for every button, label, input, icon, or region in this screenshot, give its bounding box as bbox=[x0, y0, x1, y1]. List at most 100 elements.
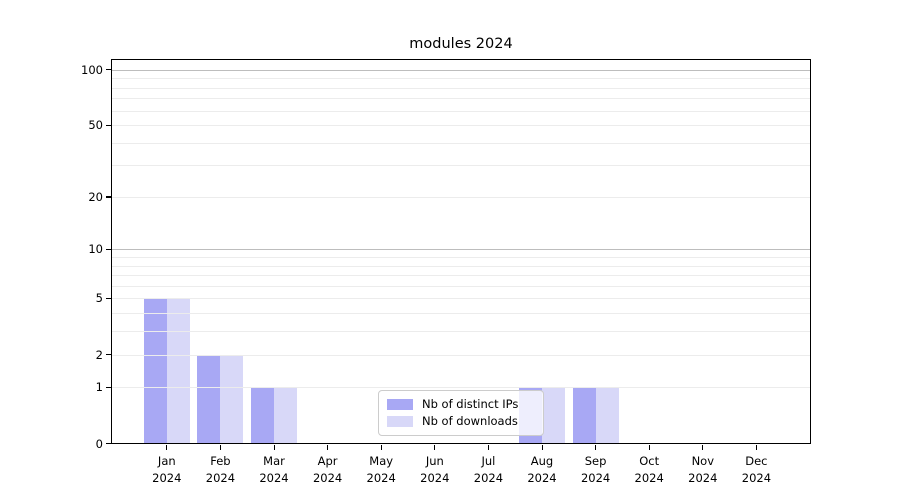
x-tick-label-mar: Mar 2024 bbox=[244, 453, 304, 486]
x-tick-mark bbox=[648, 445, 650, 450]
x-tick-month: Jun bbox=[425, 454, 444, 468]
x-tick-year: 2024 bbox=[312, 470, 343, 485]
y-tick-mark bbox=[105, 443, 111, 445]
minor-gridline bbox=[112, 285, 810, 287]
x-tick-year: 2024 bbox=[688, 470, 718, 485]
x-tick-year: 2024 bbox=[259, 470, 289, 485]
x-tick-month: Jul bbox=[481, 454, 496, 468]
minor-gridline bbox=[112, 257, 810, 259]
y-tick-label: 0 bbox=[95, 436, 103, 451]
x-tick-month: Feb bbox=[210, 454, 231, 468]
legend-swatch bbox=[387, 416, 413, 427]
x-tick-year: 2024 bbox=[152, 470, 182, 485]
x-tick-label-apr: Apr 2024 bbox=[298, 453, 358, 486]
x-tick-label-aug: Aug 2024 bbox=[512, 453, 572, 486]
major-gridline bbox=[112, 249, 810, 251]
x-tick-label-dec: Dec 2024 bbox=[726, 453, 786, 486]
minor-gridline bbox=[112, 110, 810, 112]
x-tick-mark bbox=[487, 445, 490, 450]
y-tick-label: 1 bbox=[95, 380, 103, 395]
chart-title: modules 2024 bbox=[409, 36, 513, 52]
x-tick-month: Aug bbox=[530, 454, 554, 468]
minor-gridline bbox=[112, 265, 810, 267]
x-tick-mark bbox=[166, 445, 168, 450]
legend-label: Nb of downloads bbox=[422, 414, 518, 428]
minor-gridline bbox=[112, 387, 810, 389]
x-tick-mark bbox=[755, 445, 758, 450]
bar-nb-of-distinct-ips-sep bbox=[572, 387, 596, 444]
minor-gridline bbox=[112, 98, 810, 100]
minor-gridline bbox=[112, 125, 810, 127]
bars-layer bbox=[112, 60, 810, 444]
y-tick-label: 50 bbox=[88, 118, 103, 133]
minor-gridline bbox=[112, 165, 810, 167]
bar-nb-of-downloads-feb bbox=[220, 354, 244, 444]
x-tick-label-may: May 2024 bbox=[351, 453, 411, 486]
y-tick-mark bbox=[105, 354, 111, 356]
x-tick-label-jan: Jan 2024 bbox=[137, 453, 197, 486]
legend: Nb of distinct IPs Nb of downloads bbox=[378, 390, 544, 436]
minor-gridline bbox=[112, 142, 810, 144]
x-tick-month: Sep bbox=[584, 454, 607, 468]
y-tick-mark bbox=[105, 124, 111, 126]
x-tick-label-jul: Jul 2024 bbox=[458, 453, 518, 486]
minor-gridline bbox=[112, 313, 810, 315]
minor-gridline bbox=[112, 331, 810, 333]
major-gridline bbox=[112, 69, 810, 71]
y-tick-label: 10 bbox=[88, 242, 103, 257]
minor-gridline bbox=[112, 275, 810, 277]
x-tick-mark bbox=[273, 445, 275, 450]
y-tick-mark bbox=[105, 69, 111, 71]
x-tick-mark bbox=[327, 445, 329, 450]
bar-nb-of-downloads-jan bbox=[166, 298, 190, 444]
x-tick-year: 2024 bbox=[741, 470, 772, 485]
x-tick-year: 2024 bbox=[205, 470, 236, 485]
x-tick-mark bbox=[702, 445, 704, 450]
y-tick-mark bbox=[105, 196, 111, 198]
x-tick-label-nov: Nov 2024 bbox=[673, 453, 733, 486]
y-tick-label: 5 bbox=[95, 291, 103, 306]
y-tick-label: 100 bbox=[81, 62, 103, 77]
x-tick-year: 2024 bbox=[420, 470, 450, 485]
x-tick-month: Dec bbox=[745, 454, 768, 468]
x-tick-mark bbox=[434, 445, 436, 450]
x-tick-year: 2024 bbox=[473, 470, 504, 485]
legend-swatch bbox=[387, 399, 413, 410]
minor-gridline bbox=[112, 196, 810, 198]
x-tick-month: Oct bbox=[639, 454, 660, 468]
legend-label: Nb of distinct IPs bbox=[422, 397, 519, 411]
x-tick-year: 2024 bbox=[580, 470, 611, 485]
minor-gridline bbox=[112, 78, 810, 80]
bar-nb-of-distinct-ips-jan bbox=[143, 298, 167, 444]
x-tick-mark bbox=[380, 445, 382, 450]
y-tick-label: 2 bbox=[95, 347, 103, 362]
legend-row: Nb of downloads bbox=[387, 415, 535, 428]
x-tick-mark bbox=[219, 445, 222, 450]
x-tick-month: May bbox=[369, 454, 394, 468]
x-tick-year: 2024 bbox=[527, 470, 557, 485]
x-tick-label-feb: Feb 2024 bbox=[190, 453, 250, 486]
legend-row: Nb of distinct IPs bbox=[387, 398, 535, 411]
bar-nb-of-downloads-sep bbox=[595, 387, 619, 444]
x-tick-month: Jan bbox=[157, 454, 176, 468]
bar-nb-of-distinct-ips-feb bbox=[197, 354, 221, 444]
x-tick-mark bbox=[541, 445, 543, 450]
x-tick-label-oct: Oct 2024 bbox=[619, 453, 679, 486]
x-tick-month: Nov bbox=[691, 454, 715, 468]
bar-nb-of-downloads-aug bbox=[542, 387, 565, 444]
x-tick-label-jun: Jun 2024 bbox=[405, 453, 465, 486]
y-tick-mark bbox=[105, 386, 111, 389]
x-tick-label-sep: Sep 2024 bbox=[566, 453, 626, 486]
bar-nb-of-distinct-ips-mar bbox=[251, 387, 274, 444]
x-tick-month: Mar bbox=[263, 454, 285, 468]
x-tick-mark bbox=[595, 445, 597, 450]
y-tick-mark bbox=[105, 248, 111, 251]
y-tick-label: 20 bbox=[88, 189, 103, 204]
minor-gridline bbox=[112, 354, 810, 356]
x-tick-year: 2024 bbox=[366, 470, 396, 485]
y-tick-mark bbox=[105, 297, 111, 300]
grid-layer bbox=[112, 60, 810, 444]
minor-gridline bbox=[112, 87, 810, 89]
